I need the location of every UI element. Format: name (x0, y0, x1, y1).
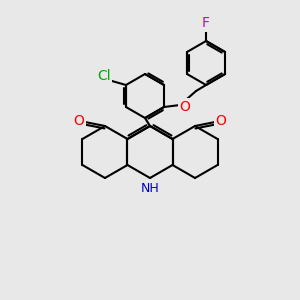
Text: O: O (180, 100, 190, 114)
Text: F: F (202, 16, 210, 30)
Text: Cl: Cl (97, 69, 111, 83)
Text: NH: NH (141, 182, 159, 194)
Text: O: O (74, 114, 84, 128)
Text: O: O (216, 114, 226, 128)
